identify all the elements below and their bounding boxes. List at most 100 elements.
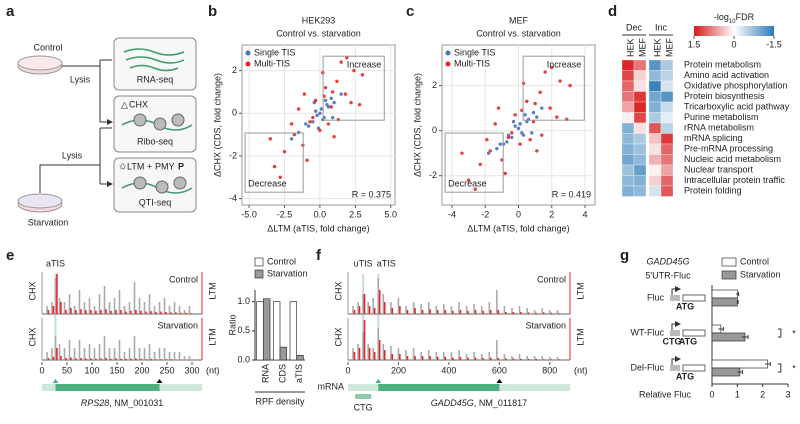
y-tick-label: 2 — [432, 80, 437, 90]
heat-cell — [621, 91, 635, 103]
chx-bar — [143, 348, 146, 360]
heat-cell — [648, 91, 662, 103]
ltm-bar — [90, 358, 92, 360]
ltm-bar — [358, 306, 361, 314]
heat-cell — [648, 101, 662, 113]
method-box — [113, 37, 197, 91]
ltm-bar — [373, 352, 376, 360]
ltm-bar — [459, 356, 462, 360]
point — [296, 107, 301, 111]
chx-bar — [98, 344, 101, 360]
chx-bar — [118, 340, 121, 360]
column-label: MEF — [637, 38, 647, 58]
point — [535, 149, 539, 153]
point — [473, 187, 477, 191]
bar — [711, 297, 738, 307]
chx-bar — [473, 304, 475, 314]
chx-bar — [427, 350, 430, 360]
workflow-diagram: Control Starvation Lysis Lysis RNA-seq R… — [17, 37, 197, 227]
track-name: Control — [169, 274, 198, 284]
heat-cell — [633, 112, 647, 124]
ltm-bar — [105, 358, 107, 360]
site-label: uTIS — [354, 258, 373, 268]
x-unit: (nt) — [574, 365, 588, 375]
legend-label: Multi-TIS — [454, 58, 490, 68]
column-group-label: Dec — [626, 22, 643, 32]
chx-bar — [556, 310, 559, 314]
accession: , NM_001031 — [109, 398, 163, 408]
point — [278, 175, 282, 179]
heat-cell — [621, 185, 635, 197]
ltm-bar — [100, 310, 102, 314]
column-label: MEF — [664, 38, 674, 58]
point — [510, 135, 514, 140]
chx-bar — [113, 298, 116, 314]
heat-cell — [621, 112, 635, 124]
x-tick-label: aTIS — [294, 364, 304, 383]
chx-bar — [382, 294, 385, 314]
track-axis-label: CHX — [333, 281, 343, 300]
point — [540, 106, 544, 110]
chx-bar — [518, 354, 521, 360]
heat-cell — [633, 154, 647, 166]
ltm-bar — [436, 356, 439, 360]
point — [513, 113, 517, 117]
chx-bar — [367, 302, 369, 314]
point — [503, 171, 507, 176]
chx-bar — [533, 356, 536, 360]
error-bar — [718, 327, 724, 331]
ltm-bar — [56, 348, 58, 360]
heat-cell — [660, 164, 674, 176]
point — [343, 92, 348, 96]
ltm-bar — [378, 340, 381, 360]
ltm-bar — [52, 306, 55, 314]
chx-bar — [496, 340, 498, 360]
chx-bar — [133, 336, 136, 360]
point — [538, 90, 542, 95]
ltm-bar — [155, 359, 157, 360]
x-tick-label: CDS — [277, 364, 287, 383]
x-unit: (nt) — [206, 365, 220, 375]
point — [488, 149, 492, 153]
chx-bar — [58, 344, 61, 360]
point — [530, 131, 534, 135]
chx-bar — [362, 294, 364, 314]
ltm-bar — [95, 310, 97, 314]
y-axis-label: Ratio — [227, 314, 237, 335]
ltm-bar — [527, 358, 530, 360]
accession: , NM_011817 — [474, 398, 527, 408]
chx-bar — [480, 354, 483, 360]
point — [466, 178, 471, 182]
point — [306, 124, 311, 128]
point — [506, 135, 511, 140]
point — [550, 65, 554, 70]
chx-bar — [503, 354, 506, 360]
chx-bar — [412, 302, 415, 314]
y-tick-label: -2 — [229, 150, 237, 160]
heat-cell — [621, 154, 635, 166]
chx-bar — [46, 306, 48, 314]
ltm-bar — [130, 358, 132, 360]
x-tick-label: -2 — [481, 209, 489, 219]
point — [360, 73, 365, 77]
chx-bar — [73, 306, 76, 314]
lysis-label: Lysis — [70, 74, 91, 84]
chx-bar — [183, 310, 186, 314]
annotation: Decrease — [248, 179, 287, 189]
row-label: Intracellular protein traffic — [684, 175, 785, 185]
heat-cell — [633, 91, 647, 103]
chx-bar — [427, 302, 430, 314]
track-name: Control — [537, 274, 566, 284]
condition-label: Starvation — [28, 217, 69, 227]
gene-name: GADD45G — [431, 398, 474, 408]
x-tick-label: 800 — [542, 365, 557, 375]
ribosome — [133, 113, 147, 127]
point — [289, 122, 294, 126]
ltm-bar — [482, 310, 484, 314]
chx-bar — [73, 348, 76, 360]
ltm-bar — [135, 358, 137, 360]
legend-label: Multi-TIS — [254, 58, 290, 68]
chx-bar — [143, 302, 146, 314]
chart-title: HEK293 — [302, 15, 336, 25]
point — [296, 130, 301, 135]
